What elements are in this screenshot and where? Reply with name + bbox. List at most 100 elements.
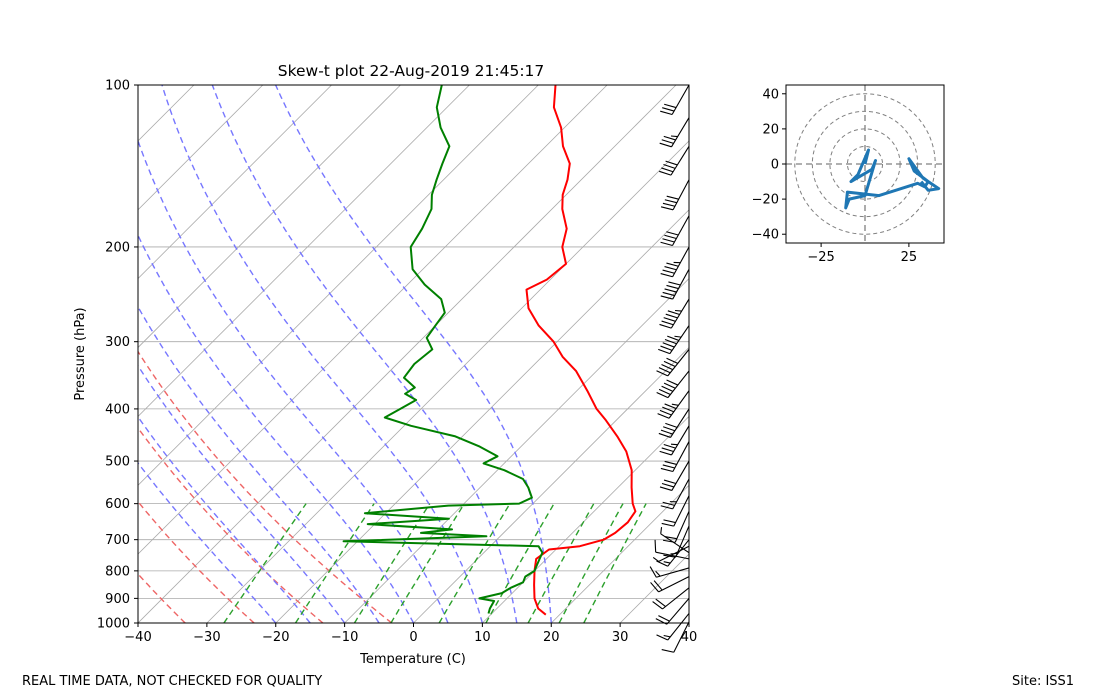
wind-barb <box>659 146 690 176</box>
wind-barb-feather <box>666 231 679 236</box>
wind-barb-feather <box>663 360 676 368</box>
wind-barb-staff <box>655 551 690 560</box>
wind-barb-feather <box>659 142 672 148</box>
wind-barb-feather <box>660 206 674 211</box>
isotherm--90 <box>138 85 332 280</box>
wind-barb-feather <box>663 382 676 389</box>
wind-barb <box>659 117 690 148</box>
wind-barb <box>659 460 690 491</box>
isotherm--100 <box>138 85 264 211</box>
isotherm--50 <box>138 85 608 555</box>
skewt-plot: −40 −30 −20 −10 0 10 20 30 40 1000 900 800 700 600 50… <box>0 62 698 667</box>
wind-barb-feather <box>658 388 671 395</box>
wind-barb-feather <box>661 522 674 527</box>
wind-barb-feather <box>661 482 675 488</box>
wind-barb-feather <box>663 554 676 558</box>
wind-barb <box>656 539 690 567</box>
wind-barb <box>659 425 690 456</box>
dry-adiabat-230 <box>0 85 116 623</box>
isotherm-20 <box>551 484 689 623</box>
x-tick-label-40: 40 <box>681 630 698 645</box>
isotherm-0 <box>413 346 689 623</box>
wind-barb-feather <box>650 582 660 593</box>
wind-barb-feather <box>659 486 673 491</box>
wind-barb-feather <box>662 342 675 348</box>
wind-barb-feather <box>674 335 682 338</box>
wind-barb-staff <box>667 349 690 377</box>
wind-barb-staff <box>672 215 690 246</box>
wind-barb <box>656 613 690 641</box>
isotherm--30 <box>206 140 689 623</box>
wind-barb-feather <box>658 348 671 355</box>
x-tick-label-10: 10 <box>474 630 491 645</box>
isotherm--40 <box>138 85 677 623</box>
isotherm--70 <box>138 85 470 417</box>
hodograph-x-tick-label: 25 <box>901 250 918 265</box>
wind-barb-feather <box>660 345 673 351</box>
wind-barb-feather <box>656 370 668 377</box>
wind-barb-feather <box>655 598 666 607</box>
wind-barb <box>660 478 690 510</box>
wind-barb-feather <box>664 103 677 109</box>
wind-barb-feather <box>662 107 675 112</box>
wind-barb-feather <box>664 234 677 240</box>
wind-barb-feather <box>664 266 677 271</box>
wind-barb-feather <box>660 467 674 473</box>
wind-barb-feather <box>649 566 657 578</box>
wind-barb-feather <box>655 570 661 577</box>
hodograph-rings <box>786 85 944 243</box>
wind-barb-feather <box>660 241 673 247</box>
hodograph-line <box>844 148 941 210</box>
wind-barb-feather <box>657 413 670 419</box>
wind-barb-feather <box>671 403 679 406</box>
wind-barb-feather <box>656 392 669 399</box>
wind-barb-feather <box>667 310 680 315</box>
y-axis-label: Pressure (hPa) <box>73 307 88 400</box>
wind-barb-feather <box>661 364 673 371</box>
y-tick-label-500: 500 <box>105 455 130 470</box>
x-tick-label--40: −40 <box>124 630 151 645</box>
hodograph-trace <box>844 148 941 210</box>
x-tick-label-30: 30 <box>612 630 629 645</box>
wind-barb-staff <box>666 598 690 625</box>
wind-barb-staff <box>672 478 690 510</box>
wind-barb <box>659 298 690 329</box>
wind-barb-feather <box>662 406 674 413</box>
wind-barb-staff <box>672 179 690 211</box>
wind-barb-feather <box>668 281 681 286</box>
wind-barb-staff <box>670 146 690 176</box>
wind-barb-feather <box>660 110 673 116</box>
wind-barb-feather <box>670 135 678 138</box>
x-tick-label-20: 20 <box>543 630 560 645</box>
wind-barb <box>657 390 690 419</box>
wind-barb-feather <box>652 601 663 610</box>
hodograph-y-tick-label: 20 <box>762 122 779 137</box>
wind-barb-feather <box>674 309 682 312</box>
hodograph-plot: −25 25 40 20 0 −20 −40 <box>752 84 945 265</box>
y-tick-label-200: 200 <box>105 240 130 255</box>
x-axis-label: Temperature (C) <box>359 652 466 667</box>
wind-barb <box>656 349 690 377</box>
hodograph-ring-40 <box>794 93 936 235</box>
wind-barb <box>660 84 690 116</box>
wind-barb-staff <box>672 246 690 278</box>
wind-barbs <box>649 84 690 653</box>
wind-barb-feather <box>664 460 677 465</box>
moist-adiabat--10 <box>138 364 346 623</box>
y-tick-label-600: 600 <box>105 497 130 512</box>
y-tick-label-400: 400 <box>105 402 130 417</box>
wind-barb-staff <box>671 425 690 456</box>
wind-barb-feather <box>664 288 677 293</box>
wind-barb-feather <box>662 269 675 274</box>
wind-barb <box>660 179 690 211</box>
wind-barb-staff <box>673 621 690 653</box>
wind-barb <box>661 621 690 653</box>
y-tick-label-900: 900 <box>105 592 130 607</box>
hodograph-y-tick-label: −40 <box>752 228 779 243</box>
wind-barb-feather <box>663 519 676 524</box>
wind-barb-feather <box>659 323 672 329</box>
wind-barb-feather <box>661 320 674 326</box>
wind-barb-feather <box>662 539 676 543</box>
wind-barb-staff <box>670 298 690 329</box>
wind-barb-feather <box>667 335 680 341</box>
